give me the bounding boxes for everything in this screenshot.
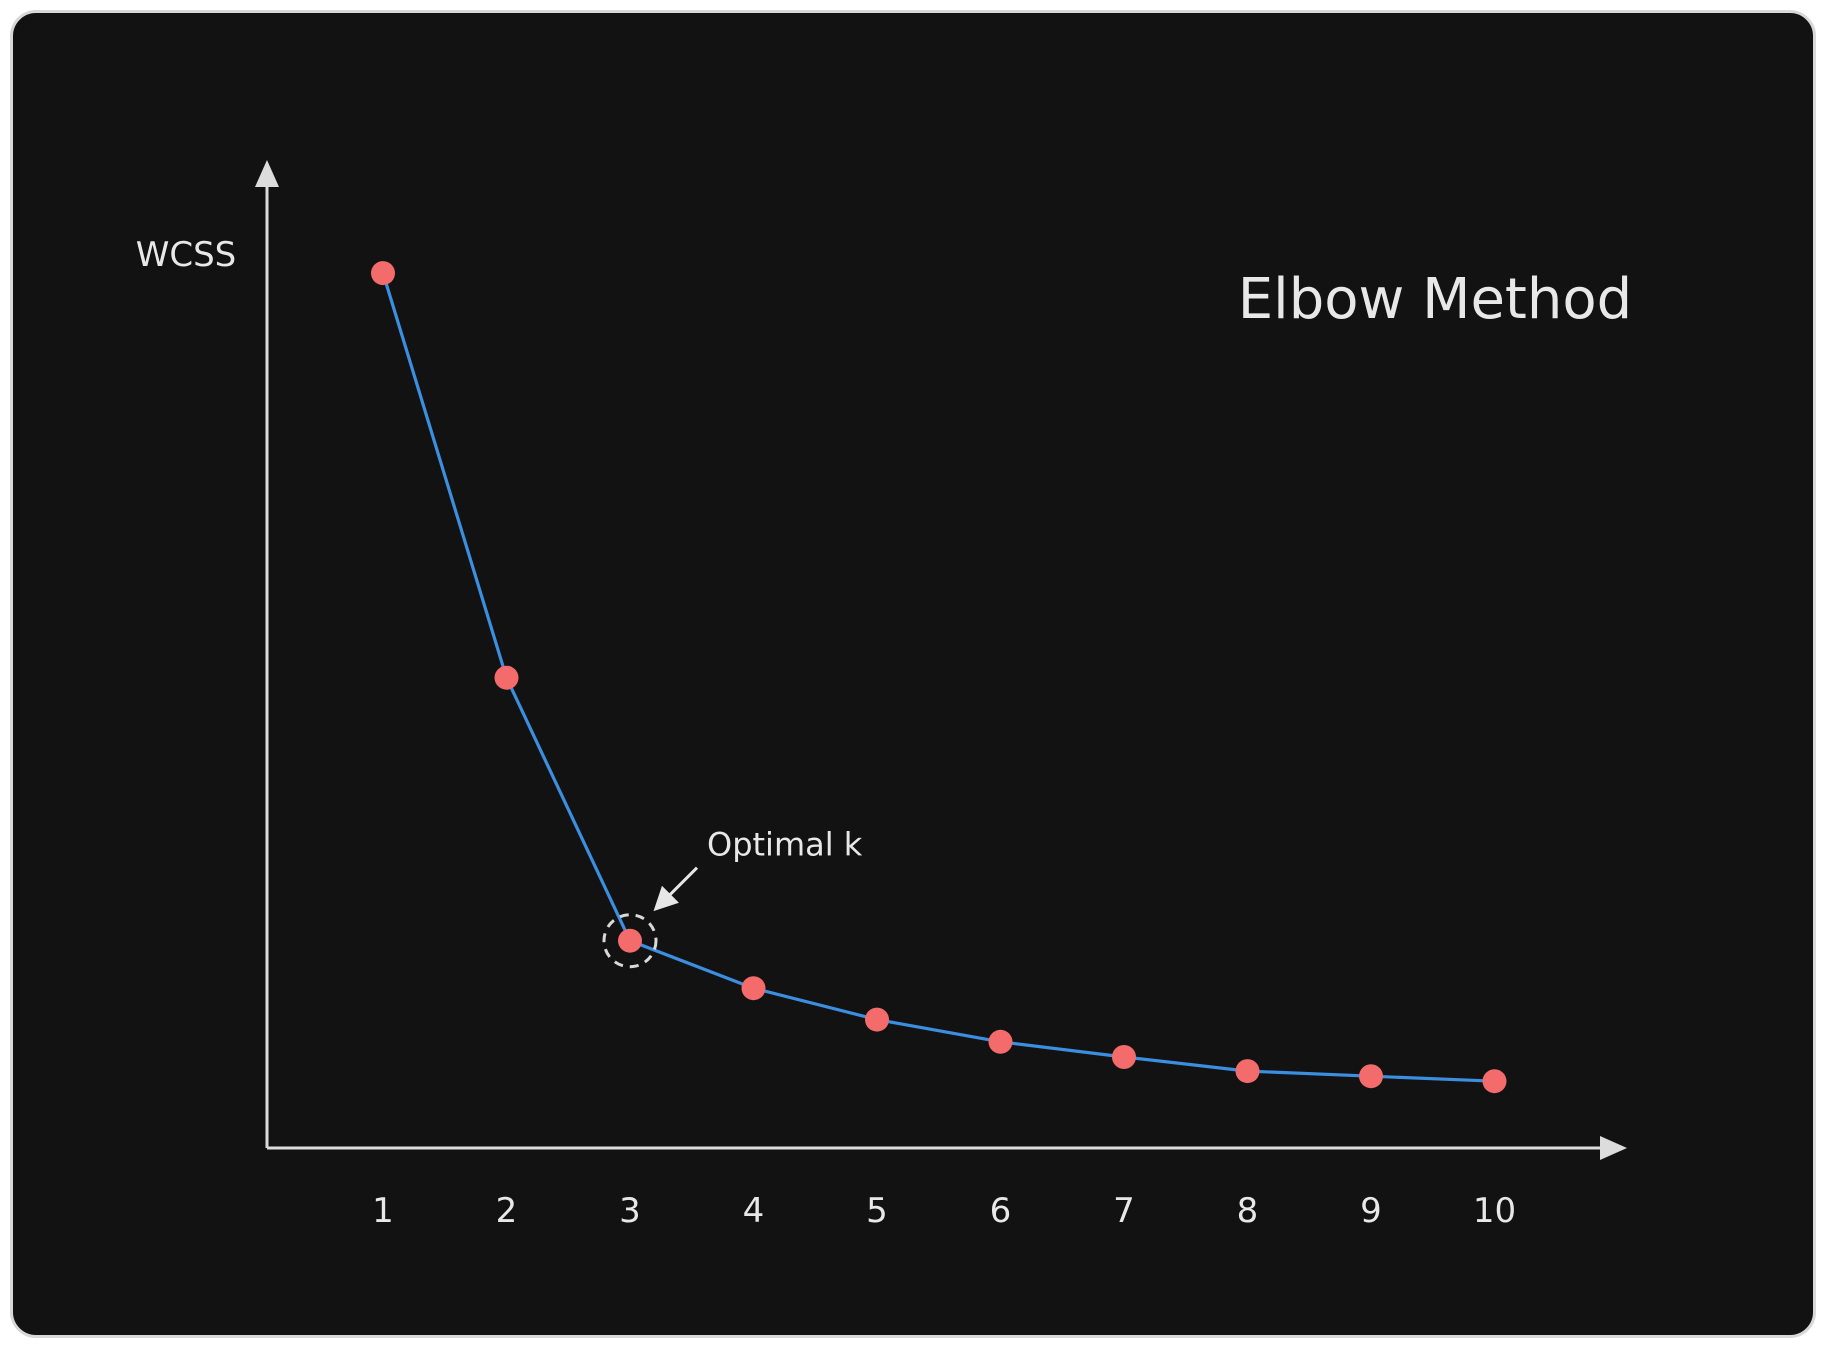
x-tick-labels: 1 2 3 4 5 6 7 8 9 10	[372, 1191, 1516, 1231]
x-tick-label-8: 8	[1237, 1191, 1259, 1231]
x-tick-label-6: 6	[990, 1191, 1012, 1231]
x-tick-label-10: 10	[1473, 1191, 1516, 1231]
data-point-k-6	[988, 1029, 1013, 1054]
chart-title: Elbow Method	[1238, 267, 1632, 332]
optimal-k-highlight	[602, 913, 658, 969]
x-tick-label-9: 9	[1360, 1191, 1382, 1231]
x-tick-label-7: 7	[1113, 1191, 1135, 1231]
x-tick-label-2: 2	[496, 1191, 518, 1231]
y-axis-label: WCSS	[136, 235, 237, 275]
optimal-k-arrow	[653, 866, 699, 912]
data-point-k-7	[1112, 1045, 1136, 1069]
x-tick-label-5: 5	[866, 1191, 888, 1231]
data-point-k-1	[371, 261, 395, 286]
x-tick-label-3: 3	[619, 1191, 641, 1231]
chart-frame	[10, 10, 1816, 1338]
wcss-line	[381, 272, 1495, 1083]
data-point-k-5	[865, 1007, 889, 1032]
optimal-k-label: Optimal k	[707, 826, 863, 864]
data-point-k-8	[1235, 1059, 1260, 1084]
data-point-k-3	[618, 928, 642, 953]
x-tick-label-4: 4	[743, 1191, 765, 1231]
series-group	[371, 261, 1507, 1094]
data-point-k-2	[494, 665, 519, 690]
x-tick-label-1: 1	[372, 1191, 394, 1231]
data-point-k-9	[1359, 1064, 1383, 1089]
data-point-k-10	[1482, 1069, 1507, 1094]
data-point-k-4	[741, 976, 766, 1001]
